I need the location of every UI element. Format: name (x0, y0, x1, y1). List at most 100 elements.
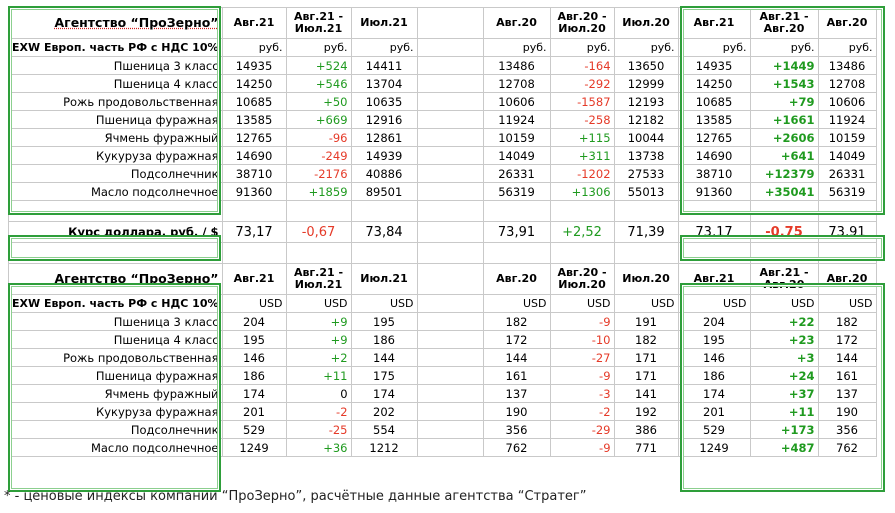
table-cell: 195 (677, 330, 751, 349)
table-cell: 26331 (482, 164, 551, 183)
table-row: Пшеница 3 класс 204 +9 195 182 -9 191 204 +22 182 (8, 312, 877, 331)
table-cell: 1212 (350, 438, 418, 457)
commodity-name: Кукуруза фуражная (8, 402, 223, 421)
commodity-name: Кукуруза фуражная (8, 146, 223, 165)
fx-cell: +2,52 (549, 221, 615, 243)
rub-col-header: Июл.20 (613, 7, 679, 39)
table-cell: +524 (285, 56, 352, 75)
table-cell: +22 (749, 312, 819, 331)
spacer-cell (613, 200, 679, 222)
spacer-cell (549, 242, 615, 264)
table-cell (416, 438, 484, 457)
commodity-name: Масло подсолнечное (8, 182, 223, 201)
table-cell: +24 (749, 366, 819, 385)
spacer-cell (749, 200, 819, 222)
table-cell: -9 (549, 366, 615, 385)
table-cell: 0 (285, 384, 352, 403)
table-cell: 10159 (482, 128, 551, 147)
table-cell: 10159 (817, 128, 877, 147)
usd-unit: USD (749, 294, 819, 313)
table-cell: +1661 (749, 110, 819, 129)
table-row: Пшеница фуражная 186 +11 175 161 -9 171 186 +24 1… (8, 366, 877, 385)
table-cell: -1202 (549, 164, 615, 183)
table-cell: 1249 (221, 438, 287, 457)
table-cell: 13486 (817, 56, 877, 75)
table-cell: 26331 (817, 164, 877, 183)
usd-col-header: Авг.20 - Июл.20 (549, 263, 615, 295)
table-row: Масло подсолнечное 91360 +1859 89501 56319 +1… (8, 182, 877, 201)
table-cell: 182 (817, 312, 877, 331)
fx-cell: 73,91 (817, 221, 877, 243)
table-cell: -96 (285, 128, 352, 147)
commodity-name: Масло подсолнечное (8, 438, 223, 457)
table-cell: 40886 (350, 164, 418, 183)
spacer-cell (416, 242, 484, 264)
table-cell: -292 (549, 74, 615, 93)
usd-col-header: Авг.21 (221, 263, 287, 295)
fx-row: Курс доллара, руб. / $73,17 -0,67 73,84 73,… (8, 221, 877, 243)
table-cell: 174 (350, 384, 418, 403)
table-cell: -10 (549, 330, 615, 349)
rub-unit: руб. (549, 38, 615, 57)
table-cell (416, 74, 484, 93)
spacer-cell (350, 242, 418, 264)
table-cell: +546 (285, 74, 352, 93)
table-row: Рожь продовольственная 10685 +50 10635 10606… (8, 92, 877, 111)
usd-unit: USD (221, 294, 287, 313)
commodity-name: Рожь продовольственная (8, 348, 223, 367)
table-cell: 175 (350, 366, 418, 385)
spacer-cell (285, 200, 352, 222)
table-cell: +1543 (749, 74, 819, 93)
spacer-cell (285, 242, 352, 264)
table-cell: 195 (350, 312, 418, 331)
table-cell: 13650 (613, 56, 679, 75)
table-cell: 12916 (350, 110, 418, 129)
table-cell: 13738 (613, 146, 679, 165)
table-cell: 12999 (613, 74, 679, 93)
table-cell: 171 (613, 366, 679, 385)
table-row: Пшеница 4 класс 195 +9 186 172 -10 182 195 +23 17… (8, 330, 877, 349)
table-cell: 190 (817, 402, 877, 421)
table-row: Пшеница фуражная 13585 +669 12916 11924 -258 1… (8, 110, 877, 129)
table-cell: +173 (749, 420, 819, 439)
rub-col-header: Авг.20 (817, 7, 877, 39)
rub-col-header (416, 7, 484, 39)
table-cell: 14411 (350, 56, 418, 75)
usd-col-header: Авг.20 (482, 263, 551, 295)
rub-header-row: Агентство “ПроЗерно” Авг.21 Авг.21 - Июл.21… (8, 7, 877, 39)
fx-cell: 73,91 (482, 221, 551, 243)
table-cell: 356 (482, 420, 551, 439)
commodity-name: Пшеница 3 класс (8, 312, 223, 331)
usd-col-header: Июл.20 (613, 263, 679, 295)
usd-header-row: Агентство “ПроЗерно” Авг.21 Авг.21 - Июл.21… (8, 263, 877, 295)
usd-unit-label: EXW Европ. часть РФ с НДС 10% (8, 294, 223, 313)
table-cell: +1449 (749, 56, 819, 75)
table-cell: +50 (285, 92, 352, 111)
table-cell: 202 (350, 402, 418, 421)
table-cell: 191 (613, 312, 679, 331)
spacer-cell (8, 200, 223, 222)
commodity-name: Подсолнечник (8, 420, 223, 439)
table-cell: 10606 (817, 92, 877, 111)
table-cell: 14935 (221, 56, 287, 75)
table-cell: 12708 (482, 74, 551, 93)
spacer-cell (221, 200, 287, 222)
table-cell: +311 (549, 146, 615, 165)
table-cell: 161 (817, 366, 877, 385)
rub-title: Агентство “ПроЗерно” (8, 7, 223, 39)
table-cell: -27 (549, 348, 615, 367)
table-cell (416, 128, 484, 147)
usd-col-header: Авг.21 (677, 263, 751, 295)
table-cell: 13704 (350, 74, 418, 93)
table-cell: 137 (817, 384, 877, 403)
table-cell: -9 (549, 312, 615, 331)
table-cell: 204 (221, 312, 287, 331)
table-cell: 12193 (613, 92, 679, 111)
spacer-cell (817, 200, 877, 222)
table-cell: 554 (350, 420, 418, 439)
spacer-cell (817, 242, 877, 264)
fx-cell: 71,39 (613, 221, 679, 243)
table-row: Кукуруза фуражная 201 -2 202 190 -2 192 201 +11 1… (8, 402, 877, 421)
table-cell: 186 (677, 366, 751, 385)
rub-unit: руб. (285, 38, 352, 57)
